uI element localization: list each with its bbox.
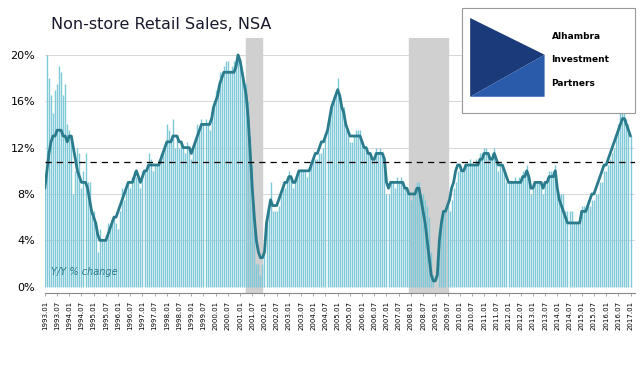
FancyBboxPatch shape <box>462 8 635 112</box>
Text: Y/Y % change: Y/Y % change <box>51 267 117 277</box>
Polygon shape <box>470 18 545 97</box>
Polygon shape <box>470 55 545 97</box>
Bar <box>409 38 447 292</box>
Text: Investment: Investment <box>551 56 610 64</box>
Text: Alhambra: Alhambra <box>551 32 601 41</box>
Text: Non-store Retail Sales, NSA: Non-store Retail Sales, NSA <box>51 17 271 32</box>
Text: Partners: Partners <box>551 79 595 88</box>
Bar <box>246 38 262 292</box>
